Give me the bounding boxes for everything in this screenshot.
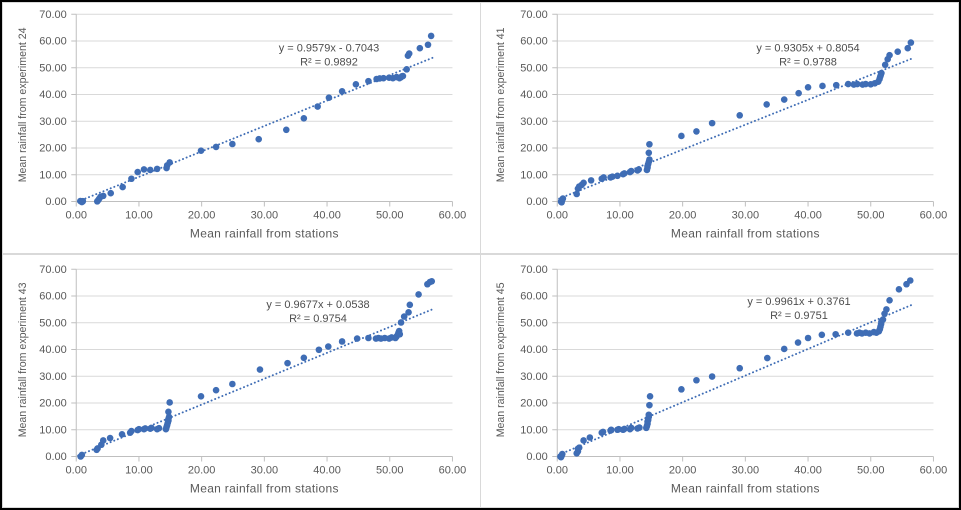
svg-text:50.00: 50.00 [520,317,548,329]
svg-text:40.00: 40.00 [520,344,548,356]
svg-text:y = 0.9961x + 0.3761: y = 0.9961x + 0.3761 [747,296,850,308]
svg-text:70.00: 70.00 [520,264,548,276]
svg-text:60.00: 60.00 [920,210,948,222]
svg-text:30.00: 30.00 [732,465,760,477]
svg-text:10.00: 10.00 [39,424,67,436]
svg-text:R² = 0.9754: R² = 0.9754 [289,313,347,325]
svg-text:50.00: 50.00 [39,62,67,74]
svg-text:10.00: 10.00 [520,424,548,436]
svg-text:70.00: 70.00 [39,9,67,21]
svg-text:0.00: 0.00 [547,465,568,477]
svg-text:10.00: 10.00 [125,465,153,477]
svg-text:y = 0.9677x + 0.0538: y = 0.9677x + 0.0538 [266,299,369,311]
svg-text:20.00: 20.00 [669,210,697,222]
svg-text:20.00: 20.00 [669,465,697,477]
svg-text:0.00: 0.00 [45,196,66,208]
svg-text:60.00: 60.00 [39,291,67,303]
svg-text:70.00: 70.00 [520,9,548,21]
svg-text:Mean rainfall from experiment: Mean rainfall from experiment 43 [17,282,29,437]
svg-text:20.00: 20.00 [188,465,216,477]
svg-text:R² = 0.9892: R² = 0.9892 [300,57,358,69]
svg-text:60.00: 60.00 [439,210,467,222]
svg-text:20.00: 20.00 [39,398,67,410]
svg-text:0.00: 0.00 [66,210,87,222]
svg-text:50.00: 50.00 [520,62,548,74]
svg-text:60.00: 60.00 [439,465,467,477]
svg-text:30.00: 30.00 [732,210,760,222]
svg-text:50.00: 50.00 [857,210,885,222]
svg-text:40.00: 40.00 [520,89,548,101]
svg-text:60.00: 60.00 [920,465,948,477]
svg-text:0.00: 0.00 [547,210,568,222]
svg-text:10.00: 10.00 [39,169,67,181]
svg-text:Mean rainfall from experiment: Mean rainfall from experiment 41 [495,27,507,182]
svg-text:10.00: 10.00 [606,465,634,477]
svg-text:40.00: 40.00 [39,344,67,356]
svg-text:60.00: 60.00 [39,36,67,48]
svg-text:50.00: 50.00 [376,465,404,477]
svg-text:0.00: 0.00 [526,451,547,463]
svg-text:60.00: 60.00 [520,291,548,303]
svg-text:30.00: 30.00 [39,116,67,128]
svg-text:10.00: 10.00 [125,210,153,222]
svg-text:Mean rainfall from stations: Mean rainfall from stations [190,227,339,241]
svg-text:40.00: 40.00 [313,210,341,222]
svg-text:20.00: 20.00 [520,143,548,155]
svg-text:50.00: 50.00 [857,465,885,477]
svg-text:50.00: 50.00 [376,210,404,222]
svg-text:Mean rainfall from stations: Mean rainfall from stations [671,482,820,496]
svg-text:40.00: 40.00 [794,210,822,222]
svg-text:R² = 0.9788: R² = 0.9788 [779,57,837,69]
svg-text:60.00: 60.00 [520,36,548,48]
svg-text:50.00: 50.00 [39,317,67,329]
svg-text:40.00: 40.00 [794,465,822,477]
svg-text:20.00: 20.00 [188,210,216,222]
svg-text:30.00: 30.00 [39,371,67,383]
svg-text:40.00: 40.00 [313,465,341,477]
svg-text:y = 0.9579x - 0.7043: y = 0.9579x - 0.7043 [279,43,380,55]
svg-text:y = 0.9305x + 0.8054: y = 0.9305x + 0.8054 [756,43,859,55]
svg-text:30.00: 30.00 [520,371,548,383]
svg-text:Mean rainfall from experiment: Mean rainfall from experiment 45 [495,282,507,437]
svg-text:0.00: 0.00 [66,465,87,477]
svg-text:10.00: 10.00 [606,210,634,222]
svg-text:70.00: 70.00 [39,264,67,276]
svg-text:Mean rainfall from stations: Mean rainfall from stations [671,227,820,241]
svg-text:20.00: 20.00 [520,398,548,410]
svg-text:20.00: 20.00 [39,143,67,155]
svg-text:30.00: 30.00 [251,465,279,477]
svg-text:10.00: 10.00 [520,169,548,181]
svg-text:Mean rainfall from stations: Mean rainfall from stations [190,482,339,496]
svg-text:0.00: 0.00 [526,196,547,208]
svg-text:R² = 0.9751: R² = 0.9751 [770,310,828,322]
svg-text:0.00: 0.00 [45,451,66,463]
svg-text:30.00: 30.00 [520,116,548,128]
svg-text:40.00: 40.00 [39,89,67,101]
svg-text:Mean rainfall from experiment: Mean rainfall from experiment 24 [17,27,29,182]
svg-text:30.00: 30.00 [251,210,279,222]
